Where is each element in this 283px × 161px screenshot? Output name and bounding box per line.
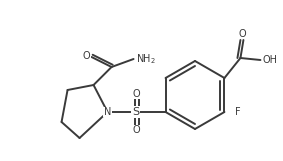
Text: O: O xyxy=(83,51,90,61)
Text: O: O xyxy=(239,29,246,39)
Text: N: N xyxy=(104,107,111,117)
Text: O: O xyxy=(133,125,140,135)
Text: NH$_2$: NH$_2$ xyxy=(136,52,155,66)
Text: OH: OH xyxy=(263,55,278,65)
Text: O: O xyxy=(133,89,140,99)
Text: F: F xyxy=(235,107,240,117)
Text: S: S xyxy=(132,107,139,117)
